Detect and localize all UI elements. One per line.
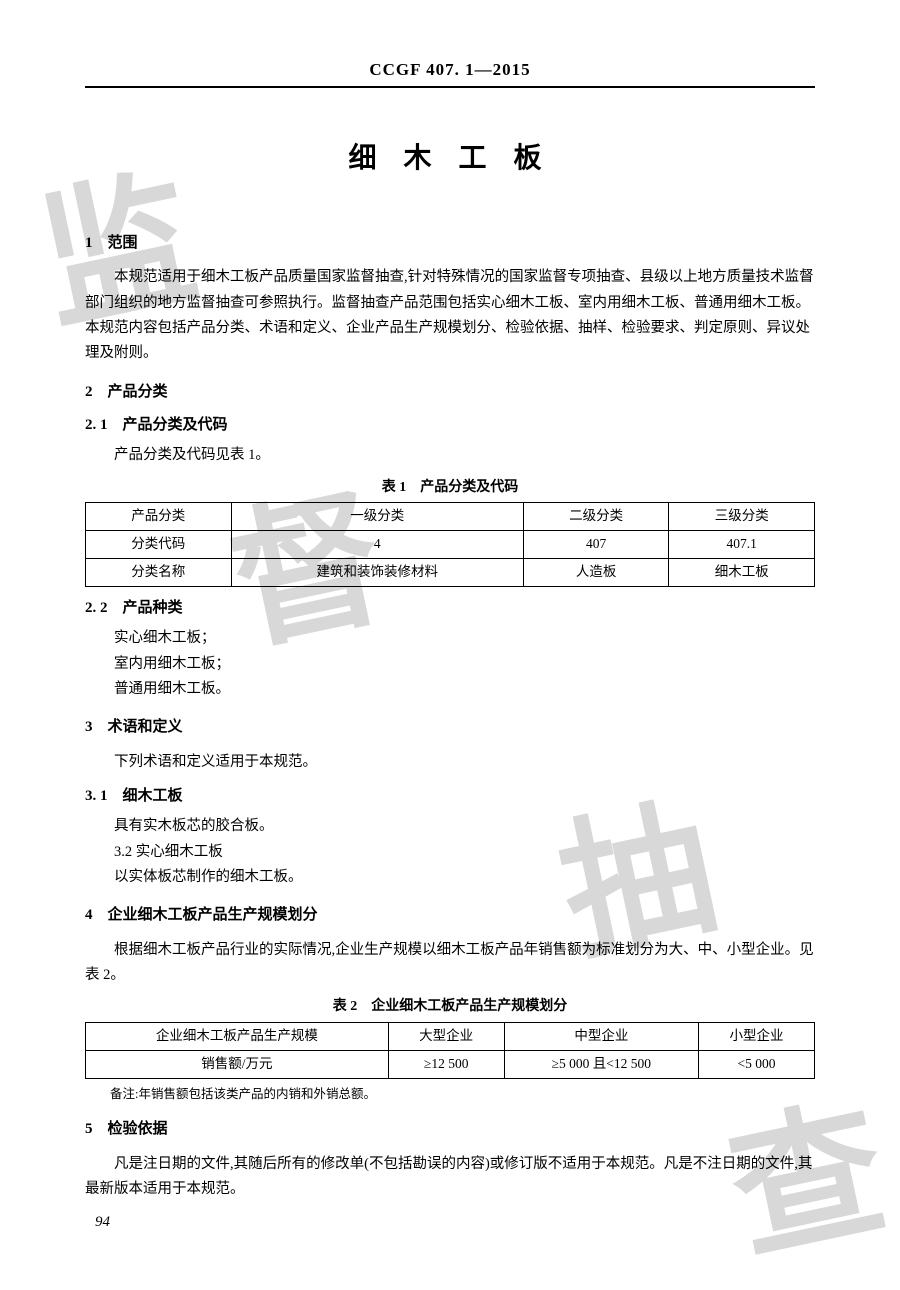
- table-cell: 407: [523, 531, 669, 559]
- table-cell: 三级分类: [669, 503, 815, 531]
- table-row: 销售额/万元 ≥12 500 ≥5 000 且<12 500 <5 000: [86, 1051, 815, 1079]
- table-cell: 小型企业: [699, 1023, 815, 1051]
- header-rule: [85, 86, 815, 88]
- table-1: 产品分类 一级分类 二级分类 三级分类 分类代码 4 407 407.1 分类名…: [85, 502, 815, 587]
- page-container: CCGF 407. 1—2015 细 木 工 板 1 范围 本规范适用于细木工板…: [0, 0, 900, 1248]
- section-3-1-line-1: 具有实木板芯的胶合板。: [85, 814, 815, 839]
- document-title: 细 木 工 板: [85, 136, 815, 176]
- table-1-caption: 表 1 产品分类及代码: [85, 477, 815, 499]
- table-cell: 销售额/万元: [86, 1051, 389, 1079]
- table-2: 企业细木工板产品生产规模 大型企业 中型企业 小型企业 销售额/万元 ≥12 5…: [85, 1022, 815, 1079]
- section-3-heading: 3 术语和定义: [85, 716, 815, 739]
- table-cell: 人造板: [523, 559, 669, 587]
- section-2-2-line-2: 室内用细木工板；: [85, 652, 815, 677]
- section-2-2-line-1: 实心细木工板；: [85, 626, 815, 651]
- section-4: 4 企业细木工板产品生产规模划分 根据细木工板产品行业的实际情况,企业生产规模以…: [85, 904, 815, 1104]
- table-cell: 企业细木工板产品生产规模: [86, 1023, 389, 1051]
- table-cell: 中型企业: [504, 1023, 698, 1051]
- section-1-heading: 1 范围: [85, 232, 815, 255]
- header-standard-code: CCGF 407. 1—2015: [85, 60, 815, 86]
- section-2-1-heading: 2. 1 产品分类及代码: [85, 414, 815, 437]
- table-row: 企业细木工板产品生产规模 大型企业 中型企业 小型企业: [86, 1023, 815, 1051]
- section-2-2-line-3: 普通用细木工板。: [85, 677, 815, 702]
- section-2-1-line: 产品分类及代码见表 1。: [85, 443, 815, 468]
- table-cell: <5 000: [699, 1051, 815, 1079]
- section-5-heading: 5 检验依据: [85, 1118, 815, 1141]
- section-3: 3 术语和定义 下列术语和定义适用于本规范。 3. 1 细木工板 具有实木板芯的…: [85, 716, 815, 890]
- table-cell: 分类代码: [86, 531, 232, 559]
- table-cell: 407.1: [669, 531, 815, 559]
- section-4-paragraph: 根据细木工板产品行业的实际情况,企业生产规模以细木工板产品年销售额为标准划分为大…: [85, 938, 815, 989]
- section-1-paragraph: 本规范适用于细木工板产品质量国家监督抽查,针对特殊情况的国家监督专项抽查、县级以…: [85, 265, 815, 367]
- table-row: 产品分类 一级分类 二级分类 三级分类: [86, 503, 815, 531]
- table-2-caption: 表 2 企业细木工板产品生产规模划分: [85, 996, 815, 1018]
- table-2-note: 备注:年销售额包括该类产品的内销和外销总额。: [85, 1085, 815, 1104]
- table-cell: 4: [231, 531, 523, 559]
- section-2: 2 产品分类 2. 1 产品分类及代码 产品分类及代码见表 1。 表 1 产品分…: [85, 381, 815, 703]
- section-3-2-heading: 3.2 实心细木工板: [85, 840, 815, 865]
- section-5: 5 检验依据 凡是注日期的文件,其随后所有的修改单(不包括勘误的内容)或修订版不…: [85, 1118, 815, 1202]
- table-cell: 大型企业: [388, 1023, 504, 1051]
- table-cell: 产品分类: [86, 503, 232, 531]
- table-row: 分类名称 建筑和装饰装修材料 人造板 细木工板: [86, 559, 815, 587]
- table-cell: 二级分类: [523, 503, 669, 531]
- table-cell: ≥5 000 且<12 500: [504, 1051, 698, 1079]
- table-cell: 建筑和装饰装修材料: [231, 559, 523, 587]
- section-1: 1 范围 本规范适用于细木工板产品质量国家监督抽查,针对特殊情况的国家监督专项抽…: [85, 232, 815, 367]
- table-cell: 一级分类: [231, 503, 523, 531]
- table-cell: ≥12 500: [388, 1051, 504, 1079]
- section-2-heading: 2 产品分类: [85, 381, 815, 404]
- table-cell: 细木工板: [669, 559, 815, 587]
- table-row: 分类代码 4 407 407.1: [86, 531, 815, 559]
- table-cell: 分类名称: [86, 559, 232, 587]
- section-4-heading: 4 企业细木工板产品生产规模划分: [85, 904, 815, 927]
- section-5-paragraph: 凡是注日期的文件,其随后所有的修改单(不包括勘误的内容)或修订版不适用于本规范。…: [85, 1152, 815, 1203]
- section-3-1-heading: 3. 1 细木工板: [85, 785, 815, 808]
- section-3-2-line: 以实体板芯制作的细木工板。: [85, 865, 815, 890]
- section-2-2-heading: 2. 2 产品种类: [85, 597, 815, 620]
- section-3-line: 下列术语和定义适用于本规范。: [85, 750, 815, 775]
